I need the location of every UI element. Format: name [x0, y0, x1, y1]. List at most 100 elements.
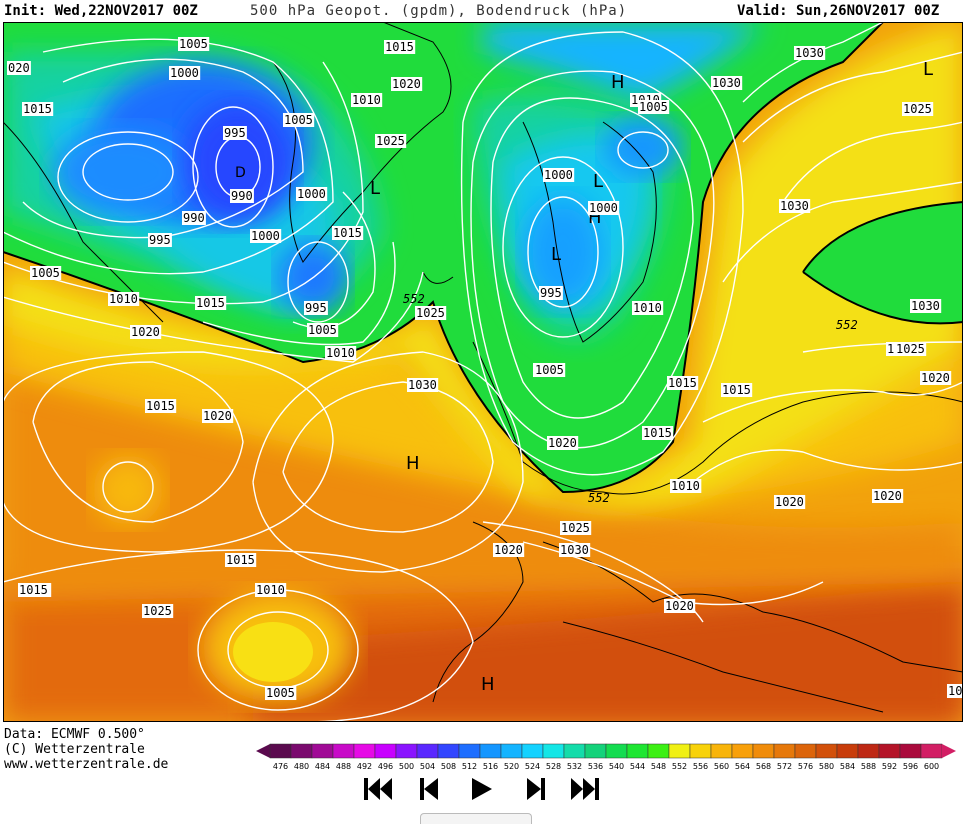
- color-legend: 476 480 484 488 492 496 500 504 508 512 516 520 524 5…: [256, 743, 956, 771]
- isobar-label-bg: [325, 346, 357, 360]
- header-bar: Init: Wed,22NOV2017 00Z 500 hPa Geopot. …: [0, 0, 965, 22]
- legend-label: 520: [504, 762, 519, 771]
- next-frame-button[interactable]: [515, 772, 555, 806]
- legend-label: 572: [777, 762, 792, 771]
- legend-swatch: [857, 743, 880, 759]
- isobar-label: 1000: [297, 187, 326, 201]
- select-stub[interactable]: [420, 813, 532, 824]
- isobar-label-bg: [182, 211, 206, 225]
- isobar-label-bg: [22, 102, 54, 116]
- play-icon: [472, 778, 492, 800]
- isobar-label-bg: [230, 189, 254, 203]
- isobar-label: 1020: [775, 495, 804, 509]
- isobar-label-bg: [375, 134, 407, 148]
- legend-label: 592: [882, 762, 897, 771]
- previous-frame-button[interactable]: [412, 772, 452, 806]
- isobar-label-bg: [142, 604, 174, 618]
- isobar-label: 1015: [643, 426, 672, 440]
- isobar-label: 1005: [535, 363, 564, 377]
- map-title: 500 hPa Geopot. (gpdm), Bodendruck (hPa): [250, 3, 628, 19]
- legend-swatch: [668, 743, 691, 759]
- isobar-label: 1030: [780, 199, 809, 213]
- isobar-label: 1020: [665, 599, 694, 613]
- isobar-label: 1020: [494, 543, 523, 557]
- isobar-label: 1030: [795, 46, 824, 60]
- isobar-label-bg: [332, 226, 364, 240]
- isobar-label: 995: [540, 286, 562, 300]
- isobar-label-bg: [920, 371, 952, 385]
- legend-label: 556: [693, 762, 708, 771]
- legend-swatch: [605, 743, 628, 759]
- isobar-label-bg: [145, 399, 177, 413]
- isobar-label-bg: [711, 76, 743, 90]
- last-frame-button[interactable]: [565, 772, 605, 806]
- isobar-label: 1015: [146, 399, 175, 413]
- isobar-label-bg: [539, 286, 563, 300]
- play-button[interactable]: [462, 772, 502, 806]
- low-center: D: [235, 165, 246, 181]
- legend-swatch: [395, 743, 418, 759]
- isobar-label-bg: [391, 77, 423, 91]
- legend-swatch: [269, 743, 292, 759]
- skip-last-icon: [571, 778, 599, 800]
- isobar-label: 1005: [179, 37, 208, 51]
- isobar-label-bg: [250, 229, 282, 243]
- isobar-label: 1010: [633, 301, 662, 315]
- isobar-label: 1020: [203, 409, 232, 423]
- legend-swatch: [437, 743, 460, 759]
- isobar-label-bg: [534, 363, 566, 377]
- isobar-label: 995: [305, 301, 327, 315]
- legend-label: 532: [567, 762, 582, 771]
- isobar-label: 1015: [333, 226, 362, 240]
- legend-swatch: [479, 743, 502, 759]
- legend-swatch: [710, 743, 733, 759]
- legend-swatch: [878, 743, 901, 759]
- isobar-label-bg: [225, 553, 257, 567]
- legend-swatch: [563, 743, 586, 759]
- isobar-label: 1030: [560, 543, 589, 557]
- legend-swatch: [416, 743, 439, 759]
- isobar-label: 1005: [284, 113, 313, 127]
- legend-arrow-right: [942, 744, 956, 758]
- legend-swatch: [794, 743, 817, 759]
- skip-first-icon: [364, 778, 392, 800]
- isobar-label-bg: [947, 684, 963, 698]
- isobar-labels: 1005 1000 995 990 990 995 1005 1010 1015 1020 1015…: [7, 37, 963, 700]
- isobar-label: 1015: [23, 102, 52, 116]
- legend-label: 516: [483, 762, 498, 771]
- geopot-label: 552: [403, 292, 425, 306]
- legend-label: 536: [588, 762, 603, 771]
- isobar-label: 990: [231, 189, 253, 203]
- isobar-label-bg: [202, 409, 234, 423]
- isobar-label: 1015: [226, 553, 255, 567]
- first-frame-button[interactable]: [360, 772, 400, 806]
- isobar-label-bg: [7, 61, 31, 75]
- high-center: H: [611, 72, 625, 93]
- isobar-label: 1030: [408, 378, 437, 392]
- isobar-label: 1020: [921, 371, 950, 385]
- legend-swatch: [458, 743, 481, 759]
- isobar-label-bg: [638, 100, 670, 114]
- geopot-label: 552: [588, 491, 610, 505]
- isobar-label-bg: [18, 583, 50, 597]
- legend-swatch: [542, 743, 565, 759]
- legend-label: 484: [315, 762, 330, 771]
- isobar-label-bg: [283, 113, 315, 127]
- isobar-label-bg: [910, 299, 942, 313]
- legend-label: 524: [525, 762, 540, 771]
- legend-swatch: [521, 743, 544, 759]
- legend-label: 576: [798, 762, 813, 771]
- isobar-label: 1025: [416, 306, 445, 320]
- credits: Data: ECMWF 0.500° (C) Wetterzentrale ww…: [4, 727, 168, 772]
- isobar-label: 020: [8, 61, 30, 75]
- isobar-label: 1005: [31, 266, 60, 280]
- isobar-label: 1015: [19, 583, 48, 597]
- isobar-label: 1005: [639, 100, 668, 114]
- isobar-label-bg: [560, 521, 592, 535]
- legend-label: 508: [441, 762, 456, 771]
- isobar-label-bg: [642, 426, 674, 440]
- legend-label: 544: [630, 762, 645, 771]
- low-center: L: [593, 171, 603, 192]
- isobar-label: 10: [948, 684, 962, 698]
- isobar-label: 1005: [266, 686, 295, 700]
